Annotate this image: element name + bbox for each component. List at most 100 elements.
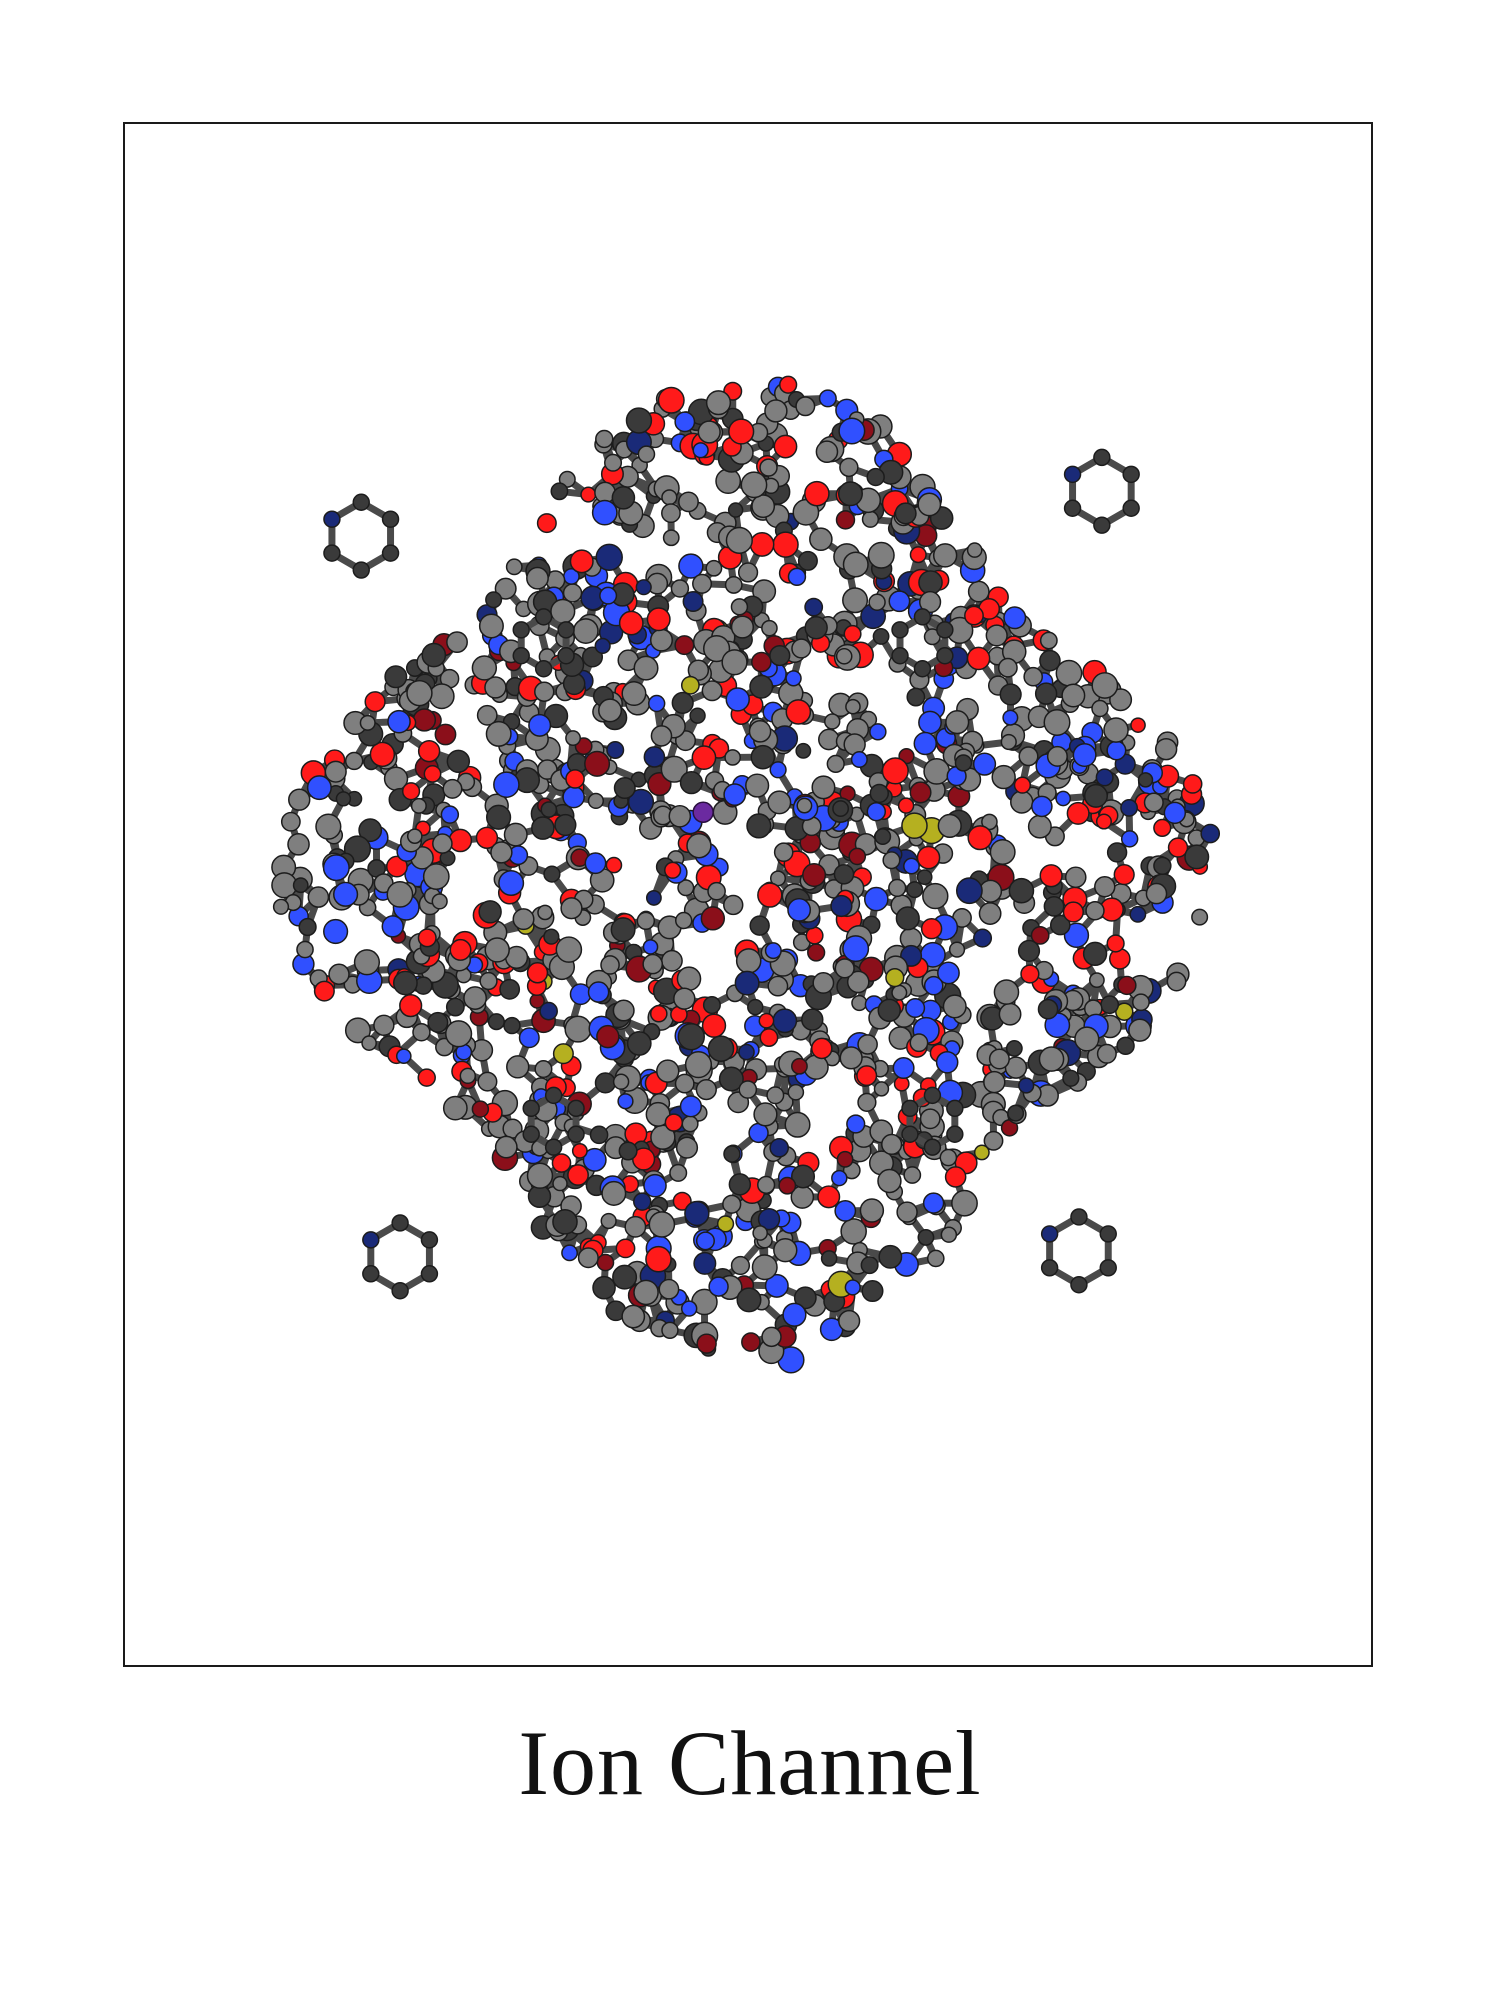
atom [540, 801, 558, 818]
atom [757, 1175, 776, 1194]
atom [682, 591, 704, 613]
atom [1109, 688, 1133, 712]
atom [801, 1008, 824, 1031]
atom [324, 760, 347, 783]
atom [594, 1072, 616, 1094]
atom [1008, 877, 1035, 904]
atom [401, 782, 421, 801]
ring-atom [923, 1086, 942, 1105]
atom [705, 559, 723, 577]
atom [926, 1249, 945, 1268]
atom [1128, 1018, 1152, 1042]
atom [681, 1115, 699, 1133]
atom [978, 902, 1002, 925]
atom [512, 908, 535, 931]
atom [417, 1068, 436, 1087]
atom [721, 649, 748, 676]
atom [826, 754, 845, 774]
atom [493, 771, 520, 798]
atom [661, 489, 678, 506]
atom [1129, 905, 1147, 923]
atom [296, 940, 314, 959]
atom [1153, 856, 1172, 876]
atom [1184, 844, 1210, 870]
atom [647, 694, 666, 713]
atom [850, 751, 868, 769]
atom [1095, 813, 1112, 830]
atom [951, 1189, 978, 1217]
atom [292, 877, 309, 894]
atom [1002, 709, 1019, 726]
atom [807, 943, 826, 962]
atom [917, 492, 942, 517]
atom [896, 1201, 918, 1223]
atom [1153, 818, 1172, 838]
atom [983, 1130, 1004, 1151]
atom [658, 1278, 680, 1300]
atom [679, 1095, 702, 1118]
atom [818, 728, 840, 751]
aromatic-ring [323, 493, 400, 579]
atom [795, 396, 816, 417]
atom [751, 651, 772, 673]
ring-atom [1063, 465, 1082, 484]
atom [894, 502, 917, 525]
atom [315, 813, 342, 840]
atom [820, 1250, 838, 1267]
atom [584, 852, 607, 875]
atom [888, 878, 907, 898]
atom [649, 628, 673, 652]
atom [361, 1035, 377, 1051]
atom [766, 1086, 785, 1105]
atom [782, 1302, 807, 1327]
atom [446, 631, 468, 654]
atom [881, 1133, 903, 1156]
atom [767, 790, 792, 815]
ring-atom [522, 1125, 540, 1143]
atom [872, 628, 890, 645]
atom [944, 1166, 967, 1188]
atom [773, 434, 798, 459]
atom [280, 811, 301, 832]
atom [1007, 1104, 1025, 1122]
atom [526, 566, 549, 590]
atom [939, 1148, 958, 1167]
atom [716, 1215, 735, 1233]
atom [672, 1191, 692, 1211]
atom [747, 998, 764, 1016]
atom [687, 659, 710, 681]
atom [668, 804, 692, 828]
atom [892, 1057, 915, 1080]
atom [945, 710, 970, 735]
atom [485, 804, 512, 830]
atom [1066, 801, 1090, 825]
atom [598, 698, 623, 723]
atom [869, 723, 887, 741]
atom [445, 1020, 473, 1048]
atom [518, 1027, 540, 1049]
ring-bond [328, 498, 395, 575]
atom [422, 863, 450, 890]
atom [988, 1048, 1010, 1070]
atom [1030, 925, 1050, 945]
ring-atom [1099, 1259, 1117, 1277]
atom [769, 1137, 790, 1158]
atom [885, 968, 905, 988]
ring-atom [534, 608, 553, 626]
ring-atom [420, 1231, 439, 1249]
atom [567, 1164, 589, 1186]
atom [364, 691, 386, 713]
atom [812, 972, 835, 994]
atom [707, 1035, 735, 1063]
atom [565, 730, 581, 747]
atom [594, 637, 611, 655]
atom [730, 598, 749, 616]
ring-atom [420, 1265, 439, 1283]
atom [445, 997, 465, 1017]
aromatic-ring [901, 1086, 964, 1156]
atom [387, 709, 411, 734]
atom [446, 749, 471, 774]
atom [459, 1067, 477, 1085]
atom [661, 949, 683, 972]
atom [842, 587, 869, 614]
